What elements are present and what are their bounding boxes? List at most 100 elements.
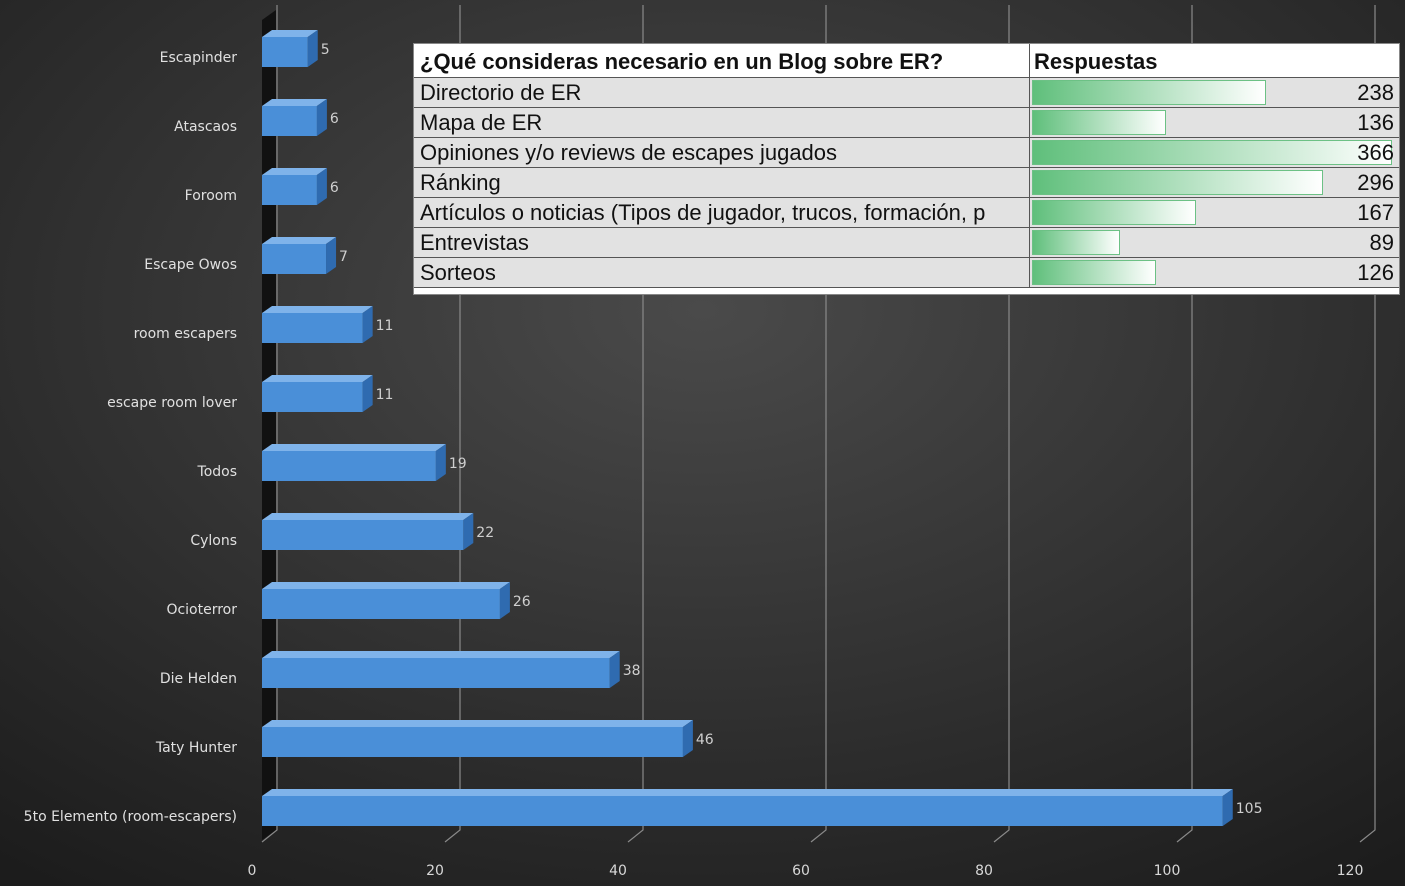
bar [262,37,308,67]
data-bar [1032,140,1392,165]
bar-side [326,237,337,274]
value-cell: 136 [1030,108,1399,137]
value-text: 238 [1357,80,1394,105]
bar [262,451,436,481]
y-tick-label: Cylons [190,533,237,549]
y-tick-label: Todos [197,464,237,480]
value-text: 167 [1357,200,1394,225]
data-bar [1032,200,1197,225]
bar-top [262,582,510,589]
bar-side [362,306,373,343]
x-tick-label: 120 [1337,863,1364,879]
y-tick-label: Taty Hunter [155,740,237,756]
value-cell: 366 [1030,138,1399,167]
bar-top [262,237,337,244]
table-row: Artículos o noticias (Tipos de jugador, … [414,198,1399,228]
bar-side [1222,789,1233,826]
bar-top [262,651,620,658]
value-label: 19 [449,456,467,472]
value-text: 136 [1357,110,1394,135]
x-tick-label: 60 [792,863,810,879]
value-label: 6 [330,180,339,196]
data-bar [1032,110,1166,135]
data-bar [1032,260,1156,285]
y-tick-label: 5to Elemento (room-escapers) [24,809,237,825]
bar-side [435,444,446,481]
bar-side [362,375,373,412]
y-tick-label: escape room lover [107,395,237,411]
bar-top [262,306,373,313]
value-text: 126 [1357,260,1394,285]
bar [262,796,1223,826]
bar-top [262,513,474,520]
bar-top [262,375,373,382]
table-row: Mapa de ER 136 [414,108,1399,138]
table: ¿Qué consideras necesario en un Blog sob… [413,43,1400,295]
table-row: Directorio de ER 238 [414,78,1399,108]
value-label: 105 [1236,801,1263,817]
bar [262,313,363,343]
value-cell: 126 [1030,258,1399,287]
value-label: 38 [623,663,641,679]
data-bar [1032,230,1120,255]
table-row: Sorteos 126 [414,258,1399,288]
bar [262,175,317,205]
table-row: Ránking 296 [414,168,1399,198]
value-label: 7 [339,249,348,265]
bar [262,727,683,757]
x-tick-label: 40 [609,863,627,879]
label-cell: Ránking [414,168,1030,197]
value-label: 5 [321,42,330,58]
y-tick-label: Escapinder [160,50,238,66]
bar-side [609,651,620,688]
value-text: 296 [1357,170,1394,195]
y-tick-label: Atascaos [174,119,237,135]
bar-top [262,99,327,106]
value-text: 366 [1357,140,1394,165]
y-tick-label: Ocioterror [166,602,237,618]
x-tick-label: 20 [426,863,444,879]
value-cell: 89 [1030,228,1399,257]
bar [262,589,500,619]
bar-top [262,789,1233,796]
value-label: 22 [476,525,494,541]
bar-top [262,720,693,727]
value-label: 26 [513,594,531,610]
bar-side [682,720,693,757]
bar-side [316,168,327,205]
x-tick-label: 80 [975,863,993,879]
value-cell: 296 [1030,168,1399,197]
bar-side [307,30,318,67]
bar-top [262,168,327,175]
value-label: 11 [376,387,394,403]
x-tick-label: 0 [248,863,257,879]
x-tick-label: 100 [1154,863,1181,879]
bar [262,520,464,550]
value-label: 11 [376,318,394,334]
bar-top [262,444,446,451]
grid-line [261,5,278,843]
axis-wall [262,10,276,840]
y-tick-label: room escapers [134,326,237,342]
label-cell: Mapa de ER [414,108,1030,137]
table-row: Entrevistas 89 [414,228,1399,258]
value-cell: 167 [1030,198,1399,227]
value-label: 46 [696,732,714,748]
y-tick-label: Escape Owos [144,257,237,273]
label-cell: Artículos o noticias (Tipos de jugador, … [414,198,1030,227]
label-cell: Directorio de ER [414,78,1030,107]
value-cell: 238 [1030,78,1399,107]
y-tick-label: Foroom [185,188,237,204]
bar-top [262,30,318,37]
table-header: ¿Qué consideras necesario en un Blog sob… [414,44,1399,78]
label-cell: Entrevistas [414,228,1030,257]
bar-side [316,99,327,136]
label-cell: Opiniones y/o reviews de escapes jugados [414,138,1030,167]
data-bar [1032,170,1324,195]
header-cell: ¿Qué consideras necesario en un Blog sob… [414,44,1030,77]
bar-side [463,513,474,550]
bar [262,106,317,136]
bar-side [499,582,510,619]
header-cell: Respuestas [1034,49,1158,74]
